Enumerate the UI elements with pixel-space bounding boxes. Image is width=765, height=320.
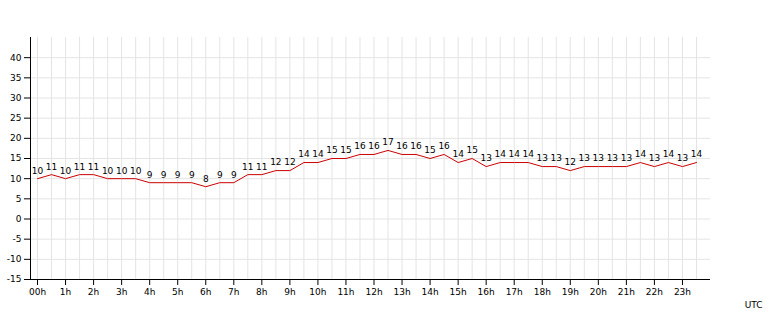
html-text:°C: °C bbox=[2, 4, 16, 17]
svg-text:40: 40 bbox=[10, 53, 22, 63]
svg-text:14: 14 bbox=[508, 149, 520, 159]
svg-text:11: 11 bbox=[74, 162, 85, 172]
svg-text:19h: 19h bbox=[562, 287, 579, 297]
svg-text:16: 16 bbox=[354, 141, 366, 151]
svg-text:16: 16 bbox=[410, 141, 422, 151]
svg-text:UTC: UTC bbox=[745, 300, 763, 310]
svg-text:11h: 11h bbox=[337, 287, 354, 297]
svg-text:11: 11 bbox=[46, 162, 57, 172]
svg-text:10: 10 bbox=[60, 166, 72, 176]
svg-text:20: 20 bbox=[10, 133, 22, 143]
svg-text:16: 16 bbox=[396, 141, 408, 151]
svg-text:20h: 20h bbox=[590, 287, 607, 297]
svg-text:9: 9 bbox=[231, 170, 237, 180]
svg-text:5h: 5h bbox=[172, 287, 183, 297]
svg-text:14: 14 bbox=[523, 149, 535, 159]
svg-text:8: 8 bbox=[203, 174, 209, 184]
svg-text:13: 13 bbox=[621, 153, 632, 163]
svg-text:13: 13 bbox=[551, 153, 562, 163]
svg-text:3h: 3h bbox=[116, 287, 127, 297]
svg-text:9: 9 bbox=[175, 170, 181, 180]
svg-text:11: 11 bbox=[88, 162, 99, 172]
svg-text:13: 13 bbox=[537, 153, 548, 163]
svg-text:1h: 1h bbox=[60, 287, 71, 297]
svg-text:2h: 2h bbox=[88, 287, 99, 297]
svg-text:14: 14 bbox=[452, 149, 464, 159]
svg-text:12: 12 bbox=[565, 157, 576, 167]
svg-text:12: 12 bbox=[284, 157, 295, 167]
svg-text:13: 13 bbox=[593, 153, 604, 163]
svg-text:14: 14 bbox=[691, 149, 703, 159]
svg-text:23h: 23h bbox=[674, 287, 691, 297]
svg-text:10: 10 bbox=[102, 166, 114, 176]
svg-text:9: 9 bbox=[189, 170, 195, 180]
svg-text:10: 10 bbox=[10, 174, 22, 184]
svg-text:15: 15 bbox=[10, 153, 21, 163]
svg-text:10: 10 bbox=[130, 166, 142, 176]
svg-text:4h: 4h bbox=[144, 287, 155, 297]
svg-text:15: 15 bbox=[424, 145, 435, 155]
svg-text:25: 25 bbox=[10, 113, 21, 123]
svg-text:14: 14 bbox=[298, 149, 310, 159]
svg-text:9h: 9h bbox=[284, 287, 295, 297]
svg-text:11: 11 bbox=[256, 162, 267, 172]
svg-text:00h: 00h bbox=[29, 287, 46, 297]
svg-text:17h: 17h bbox=[506, 287, 523, 297]
svg-text:18h: 18h bbox=[534, 287, 551, 297]
svg-text:17: 17 bbox=[382, 137, 393, 147]
svg-text:7h: 7h bbox=[228, 287, 239, 297]
svg-text:10: 10 bbox=[32, 166, 44, 176]
svg-text:13h: 13h bbox=[393, 287, 410, 297]
html-text:meteo60.fr: meteo60.fr bbox=[695, 0, 757, 13]
svg-text:-10: -10 bbox=[7, 254, 22, 264]
svg-text:13: 13 bbox=[677, 153, 688, 163]
svg-text:15h: 15h bbox=[450, 287, 467, 297]
svg-text:15: 15 bbox=[340, 145, 351, 155]
svg-text:22h: 22h bbox=[646, 287, 663, 297]
svg-text:15: 15 bbox=[466, 145, 477, 155]
svg-text:15: 15 bbox=[326, 145, 337, 155]
svg-text:9: 9 bbox=[147, 170, 153, 180]
svg-text:14h: 14h bbox=[422, 287, 439, 297]
svg-text:13: 13 bbox=[480, 153, 491, 163]
svg-text:10h: 10h bbox=[309, 287, 326, 297]
svg-text:14: 14 bbox=[663, 149, 675, 159]
svg-text:16: 16 bbox=[438, 141, 450, 151]
svg-text:12: 12 bbox=[270, 157, 281, 167]
svg-text:9: 9 bbox=[217, 170, 223, 180]
svg-text:14: 14 bbox=[312, 149, 324, 159]
svg-text:10: 10 bbox=[116, 166, 128, 176]
svg-text:30: 30 bbox=[10, 93, 22, 103]
svg-text:16h: 16h bbox=[478, 287, 495, 297]
svg-text:14: 14 bbox=[635, 149, 647, 159]
svg-text:5: 5 bbox=[16, 194, 22, 204]
svg-text:12h: 12h bbox=[365, 287, 382, 297]
svg-text:14: 14 bbox=[494, 149, 506, 159]
svg-text:9: 9 bbox=[161, 170, 167, 180]
svg-text:21h: 21h bbox=[618, 287, 635, 297]
svg-text:-15: -15 bbox=[7, 274, 22, 284]
svg-text:13: 13 bbox=[579, 153, 590, 163]
svg-text:11: 11 bbox=[242, 162, 253, 172]
svg-text:13: 13 bbox=[649, 153, 660, 163]
svg-text:8h: 8h bbox=[256, 287, 267, 297]
svg-text:35: 35 bbox=[10, 73, 21, 83]
svg-text:16: 16 bbox=[368, 141, 380, 151]
svg-text:13: 13 bbox=[607, 153, 618, 163]
svg-text:6h: 6h bbox=[200, 287, 211, 297]
svg-text:0: 0 bbox=[16, 214, 22, 224]
svg-text:-5: -5 bbox=[13, 234, 22, 244]
